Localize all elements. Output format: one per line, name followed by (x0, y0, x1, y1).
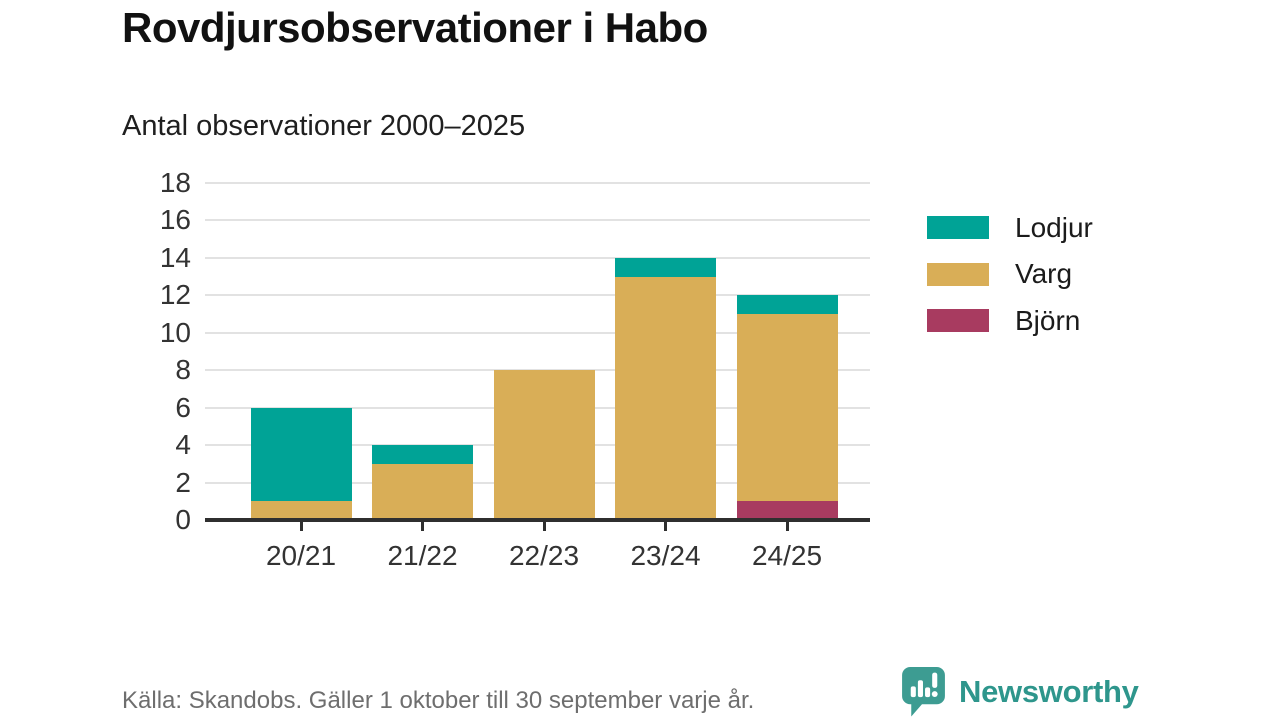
brand-wordmark: Newsworthy (959, 673, 1139, 709)
legend-label: Björn (1015, 304, 1081, 336)
bar-20/21 (250, 183, 352, 520)
bar-23/24 (615, 183, 716, 520)
bar-segment-varg (372, 463, 473, 520)
logo-bar-2 (917, 680, 923, 698)
bar-segment-björn (736, 501, 838, 520)
legend-swatch (927, 262, 989, 286)
gridline (205, 294, 870, 297)
bar-segment-varg (493, 370, 595, 520)
bar-segment-lodjur (736, 295, 838, 315)
legend-label: Lodjur (1015, 211, 1093, 243)
legend-row-lodjur: Lodjur (927, 212, 1093, 243)
y-tick-label: 0 (175, 504, 191, 535)
bar-segment-varg (250, 501, 352, 520)
legend-swatch (927, 309, 989, 332)
logo-exclamation-bar (932, 672, 938, 688)
bar-22/23 (493, 183, 595, 520)
y-tick-label: 10 (159, 316, 191, 348)
x-tick-mark (785, 522, 789, 531)
gridline (205, 256, 870, 259)
bar-segment-lodjur (615, 257, 716, 277)
bar-21/22 (372, 183, 473, 520)
y-tick-label: 6 (175, 391, 191, 423)
y-tick-label: 16 (159, 204, 191, 236)
x-tick-label: 24/25 (751, 540, 823, 571)
source-note: Källa: Skandobs. Gäller 1 oktober till 3… (122, 687, 755, 714)
gridline (205, 369, 870, 372)
gridline (205, 182, 870, 184)
bar-segment-varg (736, 314, 838, 502)
legend-label: Varg (1015, 258, 1073, 289)
logo-exclamation-dot (931, 691, 938, 698)
page-title: Rovdjursobservationer i Habo (122, 4, 708, 51)
y-tick-label: 18 (159, 167, 191, 198)
x-tick-mark (299, 522, 303, 531)
bar-segment-lodjur (372, 445, 473, 464)
bar-24/25 (736, 183, 838, 520)
x-axis-line (205, 518, 870, 522)
legend-row-björn: Björn (927, 305, 1093, 336)
x-tick-mark (664, 522, 667, 531)
x-tick-label: 20/21 (265, 540, 337, 571)
plot-area: 0 2 4 6 8 10 12 14 16 18 20/21 21/22 22/23 23/24 24/25 (160, 169, 870, 571)
newsworthy-icon (902, 667, 945, 717)
legend-row-varg: Varg (927, 258, 1093, 289)
y-tick-label: 2 (175, 466, 191, 498)
x-tick-label: 21/22 (387, 540, 458, 571)
y-tick-label: 14 (159, 241, 191, 273)
chart-subtitle: Antal observationer 2000–2025 (122, 110, 526, 142)
x-tick-label: 23/24 (630, 540, 701, 571)
y-tick-label: 4 (175, 429, 191, 461)
y-tick-label: 12 (159, 279, 191, 311)
gridline (205, 331, 870, 334)
legend: Lodjur Varg Björn (927, 212, 1093, 356)
gridline (205, 219, 870, 222)
y-tick-label: 8 (175, 354, 191, 386)
logo-bar-3 (925, 687, 931, 698)
brand-logo: Newsworthy (901, 665, 1139, 718)
logo-bar-1 (910, 686, 916, 698)
bar-segment-varg (615, 276, 716, 520)
legend-swatch (927, 216, 989, 239)
x-tick-mark (421, 522, 424, 531)
x-tick-label: 22/23 (508, 540, 580, 571)
x-tick-mark (542, 522, 546, 531)
bar-segment-lodjur (250, 407, 352, 502)
